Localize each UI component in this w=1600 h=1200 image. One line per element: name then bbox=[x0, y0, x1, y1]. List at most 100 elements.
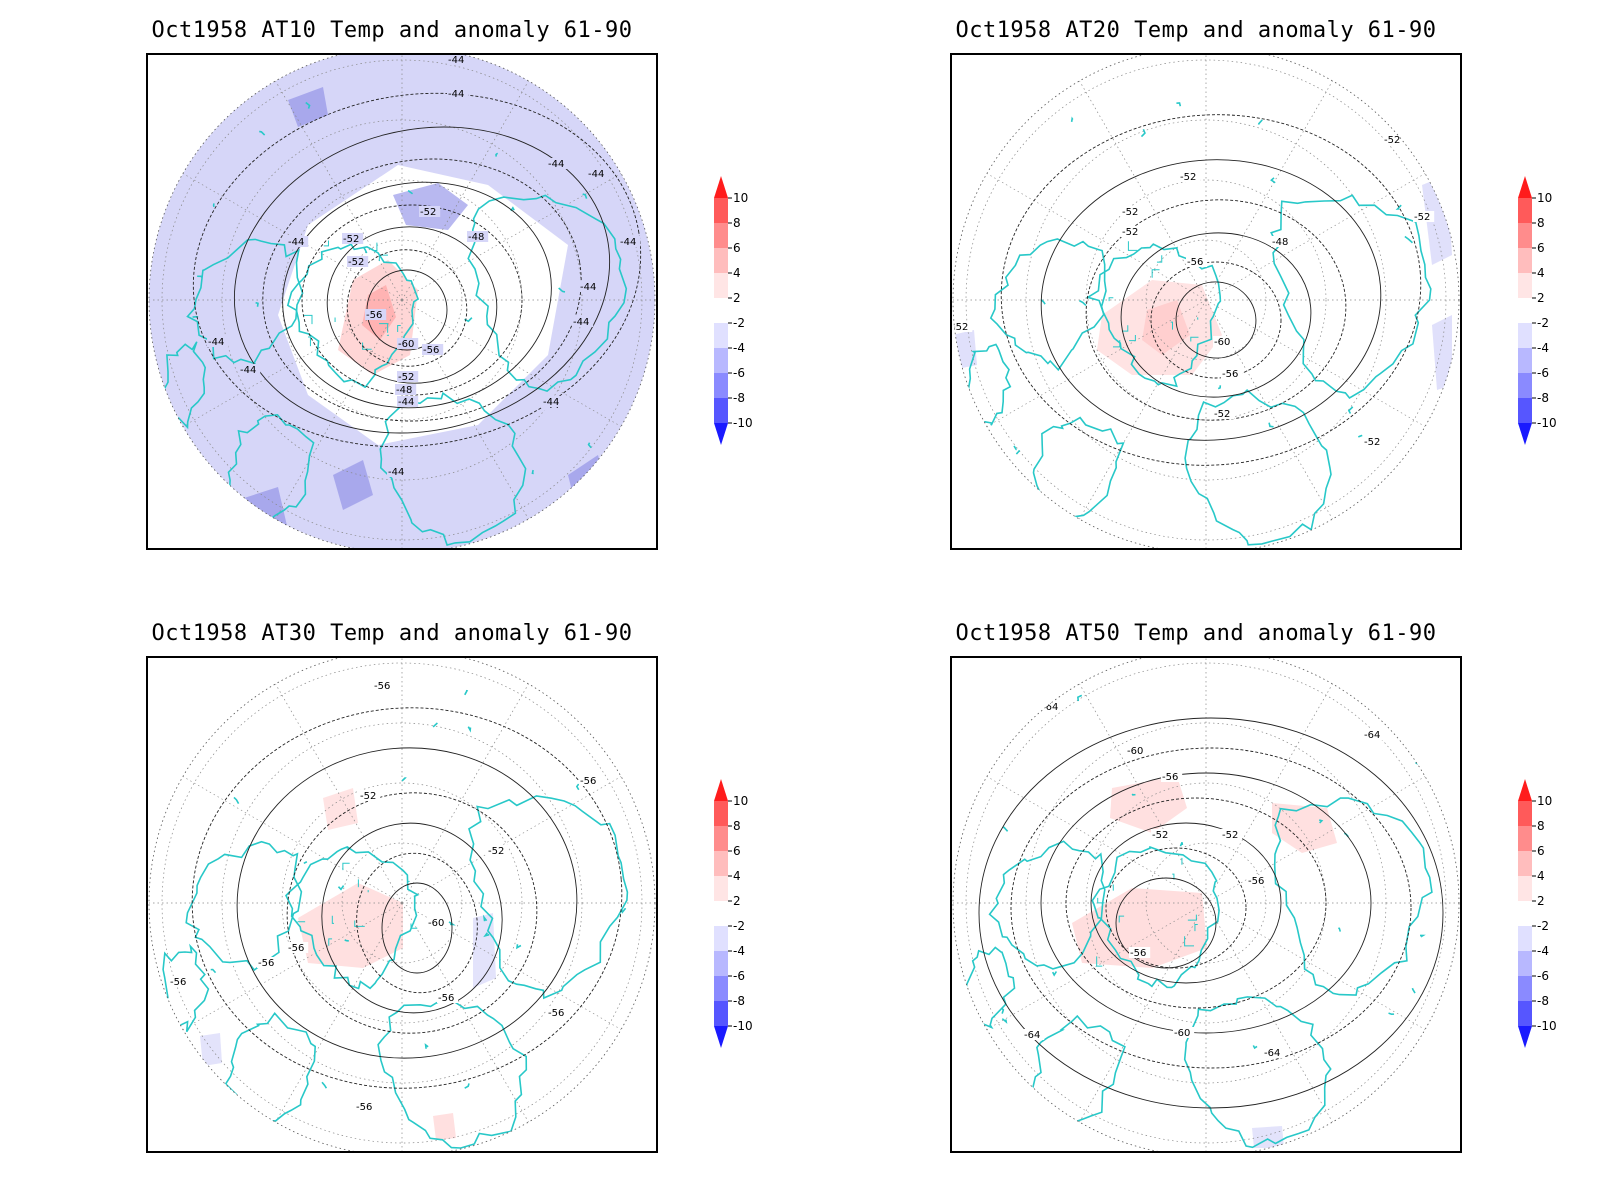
meridian-line bbox=[1055, 902, 1207, 1151]
border-line bbox=[1187, 914, 1197, 921]
contour-label-bg bbox=[467, 231, 489, 242]
island bbox=[1179, 842, 1184, 847]
colorbar-swatch bbox=[1518, 926, 1532, 951]
contour-label-bg bbox=[619, 236, 641, 247]
contour-label-bg bbox=[1126, 745, 1148, 756]
contour-label: -44 bbox=[208, 337, 224, 348]
island bbox=[424, 1043, 429, 1049]
isotherm bbox=[1010, 747, 1412, 1069]
anomaly-colorbar: 10 8 6 4 2 -2 -4 -6 -8 -10 bbox=[1512, 779, 1582, 1069]
contour-label-bg bbox=[1041, 701, 1063, 712]
isotherm bbox=[1115, 877, 1217, 969]
island bbox=[448, 921, 456, 926]
island bbox=[587, 442, 592, 449]
contour-label: -52 bbox=[420, 207, 436, 218]
anomaly-shading bbox=[323, 788, 358, 830]
contour-label-bg bbox=[397, 338, 419, 349]
colorbar-label: 6 bbox=[1537, 241, 1545, 255]
colorbar-arrow-top bbox=[714, 176, 728, 198]
meridian-line bbox=[401, 658, 553, 904]
island bbox=[1405, 727, 1408, 731]
island bbox=[467, 726, 472, 733]
polar-map: -44-44-44-44-44-44-44-44-44-44-44-44-44-… bbox=[146, 53, 658, 550]
contour-label-bg bbox=[1121, 206, 1143, 217]
coastline bbox=[1270, 194, 1432, 400]
coastline bbox=[286, 243, 420, 388]
colorbar-label: 10 bbox=[733, 794, 748, 808]
colorbar-label: -8 bbox=[1537, 391, 1549, 405]
contour-label-bg bbox=[1213, 408, 1235, 419]
colorbar-swatch bbox=[714, 223, 728, 248]
island bbox=[1404, 235, 1413, 244]
anomaly-shading bbox=[1142, 300, 1190, 355]
contour-label-bg bbox=[1129, 947, 1151, 958]
colorbar-swatch bbox=[714, 373, 728, 398]
contour-label-bg bbox=[1186, 256, 1208, 267]
contour-label: -52 bbox=[1364, 437, 1380, 448]
contour-label: -64 bbox=[1024, 1030, 1040, 1041]
meridian-line bbox=[953, 149, 1207, 301]
colorbar-label: -2 bbox=[733, 919, 745, 933]
island bbox=[1411, 987, 1416, 994]
contour-label: -48 bbox=[396, 385, 412, 396]
isotherm bbox=[1105, 847, 1247, 969]
colorbar-label: -6 bbox=[1537, 366, 1549, 380]
contour-label: -56 bbox=[170, 977, 186, 988]
colorbar-swatch bbox=[1518, 851, 1532, 876]
contour-label-bg bbox=[287, 942, 309, 953]
contour-label: -64 bbox=[1264, 1048, 1280, 1059]
border-line bbox=[378, 254, 388, 261]
contour-label-bg bbox=[1151, 829, 1173, 840]
island bbox=[344, 939, 349, 942]
contour-label: -56 bbox=[548, 1008, 564, 1019]
anomaly-colorbar: 10 8 6 4 2 -2 -4 -6 -8 -10 bbox=[1512, 176, 1582, 466]
coastline bbox=[989, 238, 1107, 372]
colorbar-label: 10 bbox=[733, 191, 748, 205]
colorbar-label: -8 bbox=[733, 994, 745, 1008]
isotherm bbox=[1175, 281, 1257, 359]
panel-title: Oct1958 AT30 Temp and anomaly 61-90 bbox=[151, 621, 633, 646]
anomaly-shading bbox=[1272, 803, 1337, 853]
colorbar-label: -2 bbox=[1537, 919, 1549, 933]
anomaly-colorbar: 10 8 6 4 2 -2 -4 -6 -8 -10 bbox=[708, 779, 778, 1069]
contour-label-bg bbox=[395, 384, 417, 395]
colorbar-label: -8 bbox=[1537, 994, 1549, 1008]
contour-label-bg bbox=[1413, 211, 1435, 222]
coastline bbox=[1091, 846, 1220, 989]
colorbar-swatch bbox=[1518, 373, 1532, 398]
colorbar-swatch bbox=[1518, 248, 1532, 273]
contour-label-bg bbox=[347, 256, 369, 267]
contour-label: -44 bbox=[543, 397, 559, 408]
border-line bbox=[379, 323, 389, 333]
map-canvas: -64 -64 -60 -56 -52 -52 -56 -56 -60 -64 -64 bbox=[952, 658, 1460, 1151]
contour-label: -56 bbox=[258, 958, 274, 969]
colorbar-swatch bbox=[1518, 298, 1532, 323]
contour-label-bg bbox=[387, 466, 409, 477]
isotherm bbox=[1040, 772, 1372, 1034]
colorbar-label: -6 bbox=[1537, 969, 1549, 983]
colorbar-swatch bbox=[1518, 901, 1532, 926]
colorbar-swatch bbox=[1518, 876, 1532, 901]
anomaly-shading bbox=[288, 87, 328, 127]
island bbox=[1013, 445, 1017, 451]
border-line bbox=[1170, 321, 1173, 330]
colorbar-arrow-top bbox=[1518, 779, 1532, 801]
contour-label: -52 bbox=[1384, 135, 1400, 146]
border-line bbox=[1197, 317, 1199, 320]
border-line bbox=[334, 317, 336, 322]
colorbar-swatch bbox=[714, 976, 728, 1001]
anomaly-shading bbox=[1110, 776, 1187, 833]
colorbar-swatch bbox=[714, 348, 728, 373]
border-line bbox=[397, 325, 401, 333]
island bbox=[210, 968, 217, 974]
colorbar-swatch bbox=[1518, 223, 1532, 248]
map-canvas: -52-52-52-52-52-48-56-60-56-52-52-52-52 bbox=[952, 55, 1460, 548]
meridian-line bbox=[251, 902, 403, 1151]
island bbox=[197, 275, 203, 279]
island bbox=[482, 914, 488, 922]
colorbar-swatch bbox=[1518, 323, 1532, 348]
isotherm bbox=[1040, 159, 1382, 441]
colorbar-arrow-top bbox=[1518, 176, 1532, 198]
border-line bbox=[410, 923, 418, 929]
colorbar-swatch bbox=[714, 926, 728, 951]
